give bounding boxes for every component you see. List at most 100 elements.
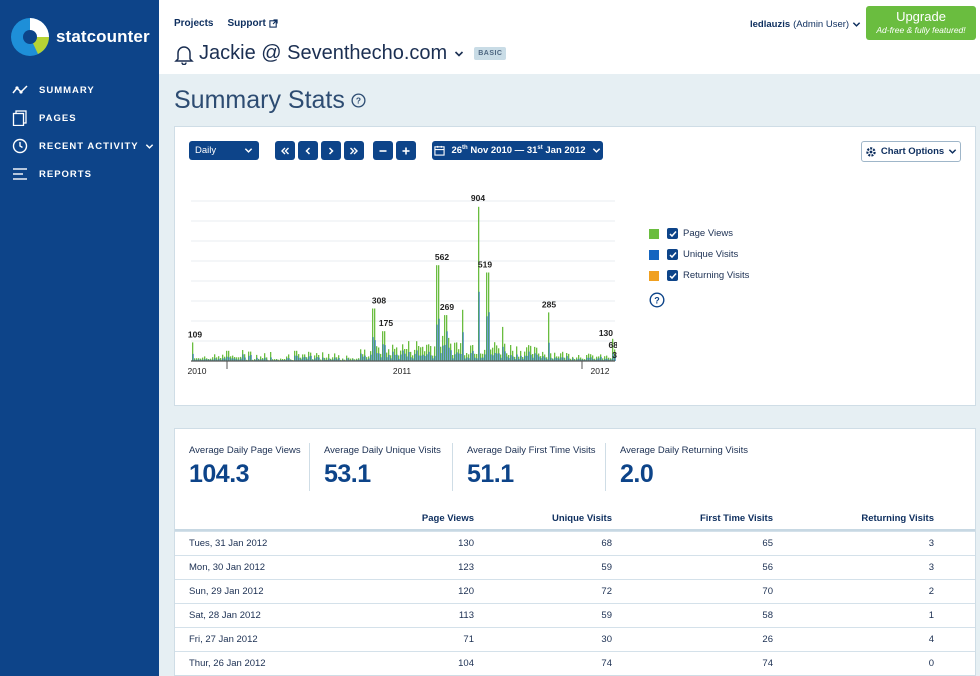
page-views-bar — [202, 357, 204, 361]
date-middle: Nov 2010 — 31 — [467, 145, 538, 157]
user-menu[interactable]: ledlauzis (Admin User) — [750, 19, 861, 30]
unique-visits-bar — [322, 357, 324, 361]
unique-visits-bar — [434, 355, 436, 361]
column-header[interactable]: First Time Visits — [699, 512, 773, 524]
page-views-bar — [326, 357, 328, 361]
unique-visits-bar — [490, 354, 492, 361]
stat-label: Average Daily Returning Visits — [620, 445, 748, 456]
page-views-bar — [608, 357, 610, 361]
chart-options-button[interactable]: Chart Options — [861, 141, 961, 162]
help-icon[interactable]: ? — [351, 93, 366, 108]
column-header[interactable]: Returning Visits — [861, 512, 934, 524]
last-period-button[interactable] — [344, 141, 364, 160]
unique-visits-bar — [376, 353, 378, 361]
page-views-bar — [390, 355, 392, 361]
page-views-bar — [278, 359, 280, 361]
page-views-bar — [220, 358, 222, 361]
page-views-bar — [492, 347, 494, 361]
help-icon[interactable]: ? — [649, 292, 665, 308]
page-views-bar — [372, 308, 374, 361]
page-views-bar — [452, 355, 454, 361]
legend-swatch — [649, 228, 659, 239]
column-header[interactable]: Unique Visits — [551, 512, 612, 524]
page-views-bar — [496, 345, 498, 361]
unique-visits-bar — [416, 350, 418, 361]
unique-visits-bar — [522, 358, 524, 361]
table-row: Mon, 30 Jan 2012 123 59 56 3 — [175, 555, 975, 579]
logo[interactable]: statcounter — [10, 17, 150, 57]
cell-unique-visits: 68 — [601, 538, 612, 549]
unique-visits-bar — [214, 358, 216, 361]
cell-first-time-visits: 65 — [762, 538, 773, 549]
zoom-in-button[interactable] — [396, 141, 416, 160]
legend-checkbox-returning-visits[interactable] — [667, 270, 678, 281]
page-views-bar — [298, 354, 300, 361]
sidebar-item-summary[interactable]: SUMMARY — [0, 76, 159, 104]
first-period-button[interactable] — [275, 141, 295, 160]
page-views-bar — [408, 341, 410, 361]
unique-visits-bar — [238, 359, 240, 361]
page-views-bar — [604, 356, 606, 361]
unique-visits-bar — [580, 359, 582, 361]
divider — [452, 443, 453, 491]
column-header[interactable]: Page Views — [421, 512, 474, 524]
page-views-bar — [204, 356, 206, 361]
page-views-bar — [432, 355, 434, 361]
svg-text:?: ? — [654, 295, 660, 305]
chevron-down-icon — [949, 149, 957, 154]
period-select[interactable]: Daily — [189, 141, 259, 160]
unique-visits-bar — [366, 359, 368, 361]
unique-visits-bar — [224, 358, 226, 361]
page-views-bar — [222, 354, 224, 361]
unique-visits-bar — [362, 356, 364, 361]
bell-icon[interactable] — [174, 43, 194, 65]
unique-visits-bar — [202, 359, 204, 361]
unique-visits-bar — [476, 358, 478, 361]
legend-checkbox-page-views[interactable] — [667, 228, 678, 239]
support-link[interactable]: Support — [227, 18, 278, 29]
stat-label: Average Daily Unique Visits — [324, 445, 441, 456]
next-period-button[interactable] — [321, 141, 341, 160]
unique-visits-bar — [566, 356, 568, 361]
upgrade-button[interactable]: Upgrade Ad-free & fully featured! — [866, 6, 976, 40]
unique-visits-bar — [524, 355, 526, 361]
page-views-bar — [438, 265, 440, 361]
unique-visits-bar — [614, 355, 616, 361]
projects-link[interactable]: Projects — [174, 18, 214, 29]
unique-visits-bar — [598, 358, 600, 361]
table-row: Sat, 28 Jan 2012 113 59 58 1 — [175, 603, 975, 627]
sidebar-item-reports[interactable]: REPORTS — [0, 160, 159, 188]
unique-visits-bar — [500, 357, 502, 361]
unique-visits-bar — [394, 354, 396, 361]
data-label: 109 — [188, 329, 202, 339]
unique-visits-bar — [388, 354, 390, 361]
pages-icon — [12, 110, 27, 126]
project-selector[interactable]: Jackie @ Seventhecho.com BASIC — [174, 42, 507, 65]
unique-visits-bar — [478, 291, 480, 361]
cell-first-time-visits: 58 — [762, 610, 773, 621]
unique-visits-bar — [458, 353, 460, 361]
chevron-down-icon — [244, 148, 253, 153]
unique-visits-bar — [452, 358, 454, 361]
page-views-bar — [386, 352, 388, 361]
cell-returning-visits: 2 — [928, 586, 934, 597]
unique-visits-bar — [406, 356, 408, 361]
date-range-picker[interactable]: 26th Nov 2010 — 31st Jan 2012 — [432, 141, 603, 160]
legend-returning-visits: Returning Visits — [649, 265, 749, 286]
unique-visits-series — [192, 291, 616, 361]
zoom-out-button[interactable] — [373, 141, 393, 160]
unique-visits-bar — [498, 353, 500, 361]
unique-visits-bar — [484, 354, 486, 361]
page-views-bar — [568, 353, 570, 361]
unique-visits-bar — [428, 351, 430, 361]
legend-checkbox-unique-visits[interactable] — [667, 249, 678, 260]
page-views-bar — [502, 326, 504, 361]
sidebar-item-recent-activity[interactable]: RECENT ACTIVITY — [0, 132, 159, 160]
prev-period-button[interactable] — [298, 141, 318, 160]
date-end: Jan 2012 — [542, 145, 586, 157]
page-views-bar — [194, 358, 196, 361]
page-views-bar — [410, 351, 412, 361]
unique-visits-bar — [258, 359, 260, 361]
unique-visits-bar — [456, 352, 458, 361]
sidebar-item-pages[interactable]: PAGES — [0, 104, 159, 132]
